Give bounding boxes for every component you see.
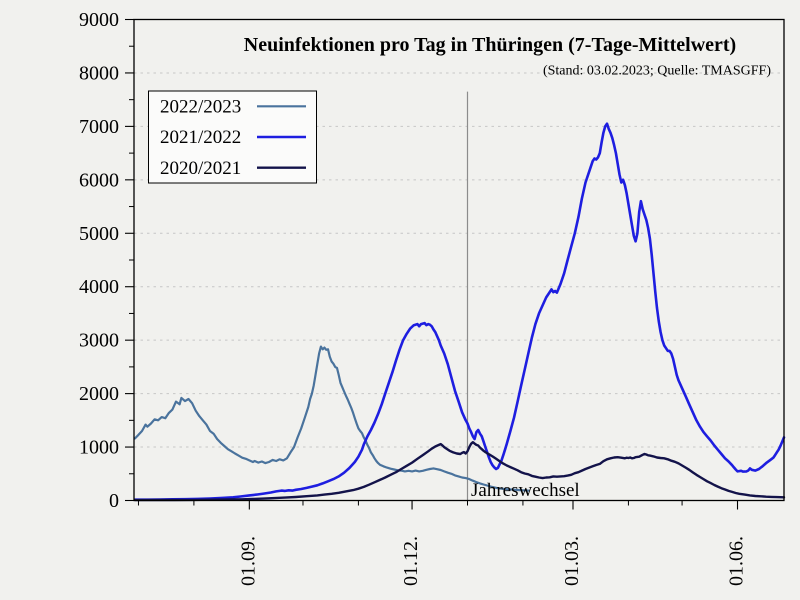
y-tick-label-3000: 3000 xyxy=(79,330,119,352)
y-tick-label-9000: 9000 xyxy=(79,9,119,31)
jahreswechsel-label: Jahreswechsel xyxy=(471,480,580,501)
y-tick-label-7000: 7000 xyxy=(79,116,119,138)
legend-label: 2022/2023 xyxy=(160,97,241,118)
legend-entry-2021-2022: 2021/2022 xyxy=(160,127,306,148)
y-tick-label-4000: 4000 xyxy=(79,276,119,298)
chart-title: Neuinfektionen pro Tag in Thüringen (7-T… xyxy=(244,34,736,56)
legend-entry-2020-2021: 2020/2021 xyxy=(160,158,306,179)
x-tick-label-01.09.: 01.09. xyxy=(237,536,259,586)
x-tick-label-01.06.: 01.06. xyxy=(726,536,748,586)
y-tick-label-8000: 8000 xyxy=(79,62,119,84)
x-tick-label-01.03.: 01.03. xyxy=(561,536,583,586)
series-line-2020-2021 xyxy=(133,441,786,502)
y-tick-label-0: 0 xyxy=(109,490,119,512)
axes: 0 1000 2000 3000 4000 5000 6000 7000 8000 9000 01.… xyxy=(79,9,785,586)
series-line-2022-2023 xyxy=(133,345,530,492)
y-tick-label-1000: 1000 xyxy=(79,437,119,459)
series-lines xyxy=(133,122,786,502)
y-tick-label-5000: 5000 xyxy=(79,223,119,245)
y-tick-label-6000: 6000 xyxy=(79,169,119,191)
legend: 2022/2023 2021/2022 2020/2021 xyxy=(148,90,317,184)
legend-label: 2020/2021 xyxy=(160,158,241,179)
x-tick-label-01.12.: 01.12. xyxy=(400,536,422,586)
gridlines xyxy=(134,72,784,448)
chart-subtitle: (Stand: 03.02.2023; Quelle: TMASGFF) xyxy=(543,64,771,79)
y-tick-label-2000: 2000 xyxy=(79,383,119,405)
legend-label: 2021/2022 xyxy=(160,127,241,148)
series-line-2021-2022 xyxy=(133,122,786,501)
legend-entry-2022-2023: 2022/2023 xyxy=(160,97,306,118)
